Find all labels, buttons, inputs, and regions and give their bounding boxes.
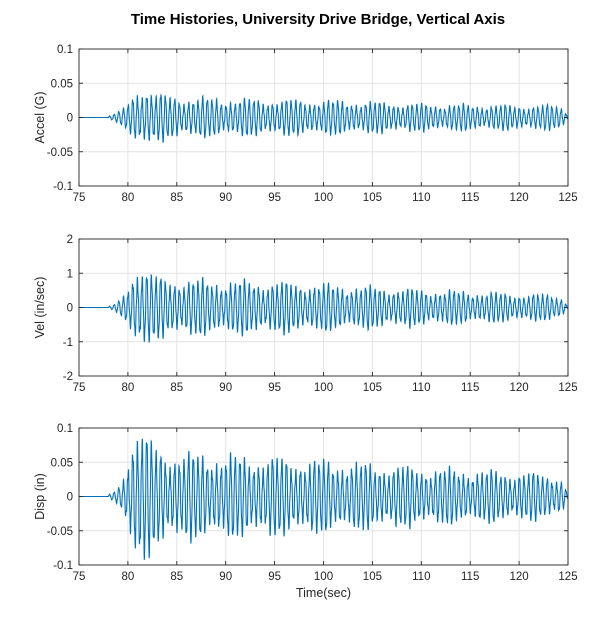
x-tick-label: 105 — [363, 571, 382, 583]
y-tick-label: 0.1 — [57, 423, 73, 435]
x-tick-label: 110 — [412, 382, 430, 394]
series-line — [79, 273, 569, 343]
y-tick-label: -0.05 — [47, 526, 73, 538]
x-tick-label: 120 — [510, 192, 529, 204]
x-tick-label: 75 — [73, 382, 86, 394]
x-tick-label: 85 — [170, 571, 183, 583]
y-tick-label: 0.05 — [51, 78, 73, 90]
x-tick-label: 105 — [363, 382, 382, 394]
x-tick-label: 80 — [122, 382, 135, 394]
x-tick-label: 110 — [412, 571, 430, 583]
y-axis-label: Vel (in/sec) — [33, 277, 47, 339]
chart-panel-2: 75 80 85 90 95 100 105 110 115 120 125 2 1 0 -1 -2 Vel (… — [33, 234, 578, 394]
x-tick-label: 125 — [558, 571, 577, 583]
chart-panel-1: 75 80 85 90 95 100 105 110 115 120 125 0.1 0.05 0 -0.0… — [33, 44, 578, 204]
x-tick-label: 95 — [268, 382, 281, 394]
y-tick-label: 0 — [67, 492, 73, 504]
x-tick-label: 85 — [170, 382, 183, 394]
x-axis-label: Time(sec) — [296, 586, 351, 600]
x-tick-label: 125 — [558, 192, 577, 204]
x-tick-label: 100 — [314, 192, 333, 204]
x-tick-label: 115 — [461, 382, 479, 394]
series-line — [79, 93, 569, 143]
series-line — [79, 438, 569, 560]
y-tick-label: -1 — [63, 337, 73, 349]
x-tick-label: 120 — [510, 382, 529, 394]
x-tick-label: 75 — [73, 571, 86, 583]
y-tick-label: -2 — [63, 371, 73, 383]
x-tick-label: 75 — [73, 192, 86, 204]
x-tick-label: 90 — [219, 192, 232, 204]
y-tick-label: 0 — [67, 113, 73, 125]
y-tick-label: -0.1 — [53, 181, 73, 193]
x-tick-label: 85 — [170, 192, 183, 204]
chart-panel-3: 75 80 85 90 95 100 105 110 115 120 125 0.1 0.05 0 -0.0… — [33, 423, 578, 600]
x-tick-label: 120 — [510, 571, 529, 583]
figure-title: Time Histories, University Drive Bridge,… — [131, 11, 505, 28]
x-tick-label: 115 — [461, 571, 479, 583]
x-tick-label: 115 — [461, 192, 479, 204]
y-axis-label: Accel (G) — [33, 91, 47, 143]
y-tick-label: 0.05 — [51, 457, 73, 469]
y-tick-label: 2 — [67, 234, 73, 246]
y-tick-label: -0.05 — [47, 147, 73, 159]
x-tick-label: 80 — [122, 192, 135, 204]
x-tick-label: 80 — [122, 571, 135, 583]
y-tick-label: -0.1 — [53, 560, 73, 572]
x-tick-label: 90 — [219, 571, 232, 583]
y-axis-label: Disp (in) — [33, 473, 47, 520]
x-tick-label: 100 — [314, 382, 333, 394]
x-tick-label: 95 — [268, 192, 281, 204]
y-tick-label: 0 — [67, 303, 73, 315]
x-tick-label: 125 — [558, 382, 577, 394]
y-tick-label: 1 — [67, 268, 73, 280]
x-tick-label: 100 — [314, 571, 333, 583]
y-tick-label: 0.1 — [57, 44, 73, 56]
x-tick-label: 95 — [268, 571, 281, 583]
x-tick-label: 105 — [363, 192, 382, 204]
x-tick-label: 110 — [412, 192, 430, 204]
x-tick-label: 90 — [219, 382, 232, 394]
